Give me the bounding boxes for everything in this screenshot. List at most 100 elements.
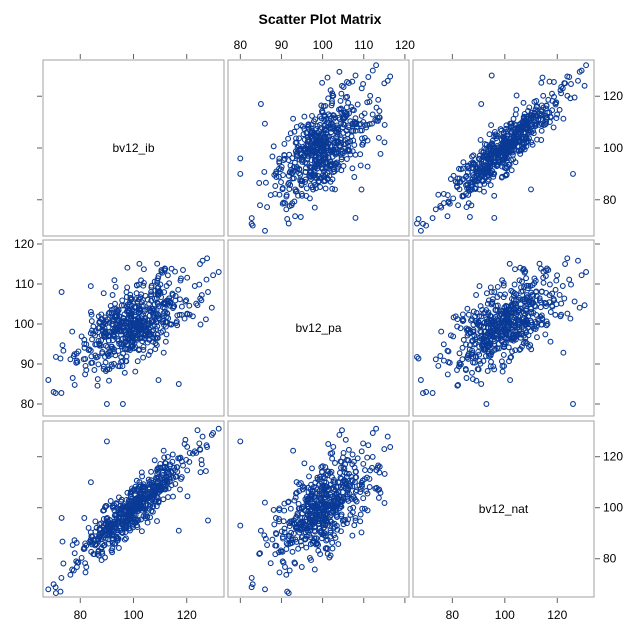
data-point	[140, 297, 146, 303]
data-point	[437, 353, 444, 359]
data-point	[354, 455, 361, 462]
data-point	[503, 331, 510, 338]
data-point	[103, 331, 110, 338]
data-point	[358, 127, 365, 134]
data-point	[351, 121, 358, 128]
data-point	[438, 328, 445, 335]
panel-r0-c0: bv12_ib	[42, 59, 225, 237]
data-point	[148, 292, 155, 299]
data-point	[197, 261, 203, 267]
data-point	[352, 514, 359, 521]
data-point	[82, 362, 89, 369]
data-point	[273, 174, 280, 181]
data-point	[158, 487, 165, 493]
data-point	[89, 533, 95, 540]
data-point	[304, 160, 310, 167]
data-point	[349, 165, 356, 172]
data-point	[523, 340, 530, 347]
data-point	[351, 464, 358, 471]
data-point	[460, 159, 467, 166]
data-point	[358, 448, 365, 455]
data-point	[58, 514, 65, 521]
panel-r2-c0	[42, 420, 225, 598]
data-point	[484, 368, 491, 374]
data-point	[356, 482, 363, 489]
data-point	[261, 499, 268, 506]
data-point	[174, 464, 181, 471]
data-point	[126, 498, 133, 505]
data-point	[546, 281, 553, 288]
data-point	[327, 502, 334, 509]
data-point	[359, 505, 366, 512]
data-point	[134, 486, 141, 493]
panel-r1-c2	[412, 239, 595, 417]
data-point	[489, 168, 496, 175]
data-point	[553, 301, 560, 308]
data-point	[327, 527, 334, 534]
data-point	[523, 303, 530, 310]
data-point	[289, 548, 296, 555]
data-point	[105, 310, 112, 317]
data-point	[304, 141, 311, 148]
data-point	[532, 106, 539, 113]
data-point	[148, 468, 155, 475]
data-point	[476, 357, 483, 364]
data-point	[162, 323, 169, 330]
data-point	[145, 351, 152, 358]
data-point	[369, 67, 376, 74]
data-point	[204, 255, 211, 262]
data-point	[342, 516, 349, 523]
data-point	[59, 342, 66, 349]
data-point	[342, 436, 349, 443]
data-point	[482, 353, 489, 359]
data-point	[462, 366, 469, 372]
data-point	[122, 503, 129, 510]
tick-label: 120	[177, 608, 197, 622]
data-point	[486, 320, 493, 327]
data-point	[568, 81, 574, 87]
data-point	[387, 444, 394, 450]
data-point	[583, 269, 590, 275]
data-point	[126, 321, 133, 328]
data-point	[112, 300, 118, 307]
data-point	[93, 354, 100, 361]
data-point	[82, 371, 89, 378]
data-point	[502, 302, 509, 309]
data-point	[330, 146, 337, 153]
data-point	[286, 169, 293, 176]
data-point	[319, 79, 326, 86]
data-point	[492, 307, 499, 313]
data-point	[375, 134, 382, 141]
data-point	[322, 154, 329, 161]
data-point	[478, 101, 485, 107]
data-point	[489, 298, 496, 305]
data-point	[286, 567, 293, 574]
data-point	[414, 353, 420, 360]
data-point	[499, 363, 506, 370]
data-point	[366, 484, 373, 490]
data-point	[292, 515, 299, 522]
data-point	[558, 90, 565, 97]
tick-label: 100	[313, 38, 333, 52]
data-point	[308, 502, 315, 509]
data-point	[505, 141, 512, 148]
data-point	[93, 341, 100, 348]
data-point	[369, 111, 376, 118]
data-point	[509, 335, 515, 342]
data-point	[138, 313, 145, 320]
data-point	[283, 206, 290, 213]
data-point	[58, 289, 65, 295]
data-point	[500, 331, 507, 338]
data-point	[525, 332, 532, 339]
data-point	[114, 336, 121, 343]
data-point	[284, 216, 291, 222]
data-point	[365, 442, 372, 449]
data-point	[362, 467, 368, 474]
data-point	[543, 105, 549, 112]
data-point	[502, 339, 509, 346]
data-point	[287, 505, 294, 512]
data-point	[338, 475, 345, 482]
panel-r2-c1	[227, 420, 410, 598]
data-point	[154, 289, 161, 296]
data-point	[454, 382, 461, 389]
